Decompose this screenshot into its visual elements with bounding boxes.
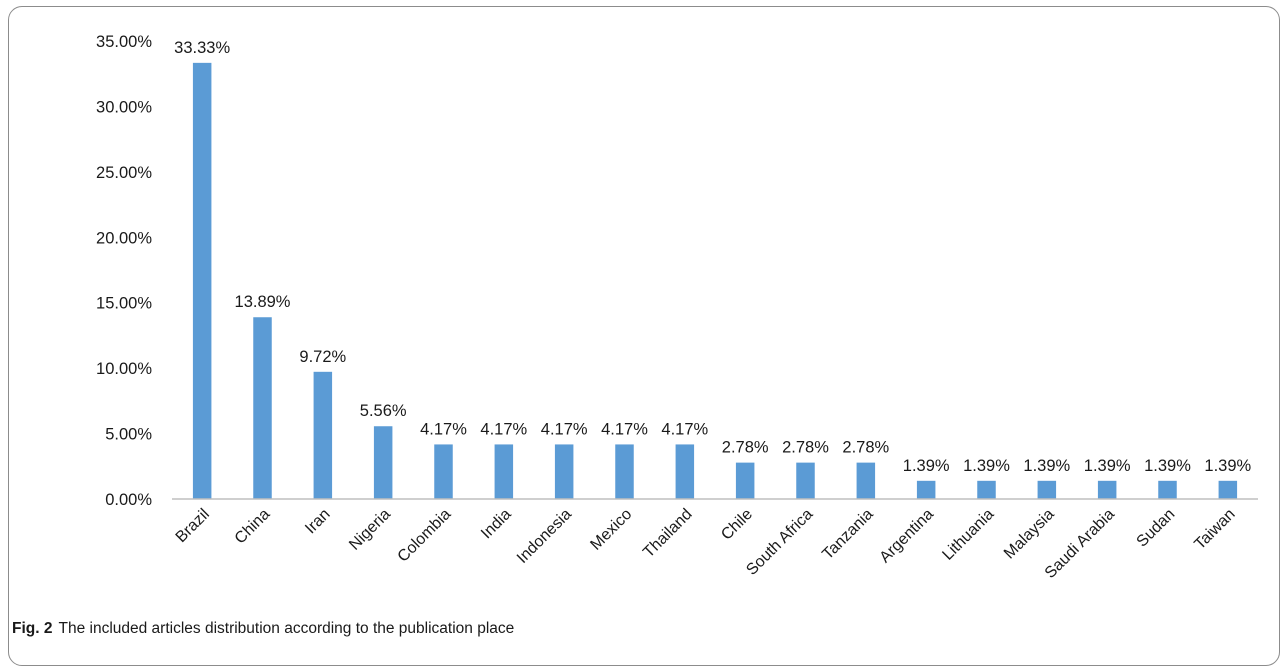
data-label: 4.17% (420, 420, 467, 438)
data-label: 33.33% (174, 39, 230, 57)
data-label: 1.39% (963, 457, 1010, 475)
caption-text: The included articles distribution accor… (58, 620, 514, 637)
data-label: 1.39% (903, 457, 950, 475)
category-label: Chile (718, 506, 756, 544)
bar (374, 426, 393, 499)
data-label: 2.78% (782, 439, 829, 457)
data-label: 2.78% (842, 439, 889, 457)
data-label: 13.89% (235, 293, 291, 311)
y-tick-label: 10.00% (96, 360, 152, 378)
category-label: Argentina (877, 506, 938, 567)
category-label: Tanzania (819, 506, 876, 563)
data-label: 4.17% (661, 420, 708, 438)
y-tick-label: 20.00% (96, 229, 152, 247)
data-label: 4.17% (541, 420, 588, 438)
data-label: 1.39% (1084, 457, 1131, 475)
bar-chart: 0.00% 5.00% 10.00% 15.00% 20.00% 25.00% 30.00%… (0, 0, 1284, 615)
y-tick-label: 0.00% (105, 491, 152, 509)
bar (796, 463, 815, 499)
bar (555, 444, 574, 499)
data-label: 2.78% (722, 439, 769, 457)
category-label: Thailand (640, 506, 695, 561)
category-label: China (232, 506, 274, 548)
category-label: Brazil (173, 506, 213, 546)
bar (917, 481, 936, 499)
bar (615, 444, 634, 499)
y-tick-label: 35.00% (96, 33, 152, 51)
bar (434, 444, 453, 499)
data-labels: 33.33% 13.89% 9.72% 5.56% 4.17% 4.17% 4.17% 4.1… (174, 39, 1251, 475)
data-label: 5.56% (360, 402, 407, 420)
y-tick-label: 15.00% (96, 295, 152, 313)
category-label: Mexico (587, 506, 635, 554)
x-axis-categories: Brazil China Iran Nigeria Colombia India Indon… (173, 506, 1239, 582)
data-label: 9.72% (299, 348, 346, 366)
figure-caption: Fig. 2 The included articles distribution… (12, 620, 514, 638)
category-label: Iran (302, 506, 334, 538)
category-label: Malaysia (1001, 506, 1058, 563)
bar (1219, 481, 1238, 499)
bar (736, 463, 755, 499)
y-tick-label: 30.00% (96, 98, 152, 116)
bar (1038, 481, 1057, 499)
bar (193, 63, 212, 499)
caption-label: Fig. 2 (12, 620, 52, 637)
bar (253, 317, 272, 499)
bar (1158, 481, 1177, 499)
category-label: Nigeria (346, 506, 394, 554)
category-label: Taiwan (1191, 506, 1238, 553)
y-tick-label: 25.00% (96, 164, 152, 182)
bar (495, 444, 514, 499)
data-label: 1.39% (1023, 457, 1070, 475)
data-label: 1.39% (1144, 457, 1191, 475)
category-label: Lithuania (939, 506, 997, 564)
bar (1098, 481, 1117, 499)
category-label: Sudan (1134, 506, 1179, 551)
data-label: 1.39% (1204, 457, 1251, 475)
y-tick-label: 5.00% (105, 426, 152, 444)
category-label: Colombia (395, 506, 455, 566)
category-label: India (478, 506, 515, 543)
data-label: 4.17% (601, 420, 648, 438)
bar (857, 463, 876, 499)
data-label: 4.17% (480, 420, 527, 438)
bar (977, 481, 996, 499)
bars (193, 63, 1237, 499)
bar (676, 444, 695, 499)
y-axis-ticks: 0.00% 5.00% 10.00% 15.00% 20.00% 25.00% 30.00%… (96, 33, 152, 509)
bar (314, 372, 333, 499)
category-label: Indonesia (514, 506, 575, 567)
